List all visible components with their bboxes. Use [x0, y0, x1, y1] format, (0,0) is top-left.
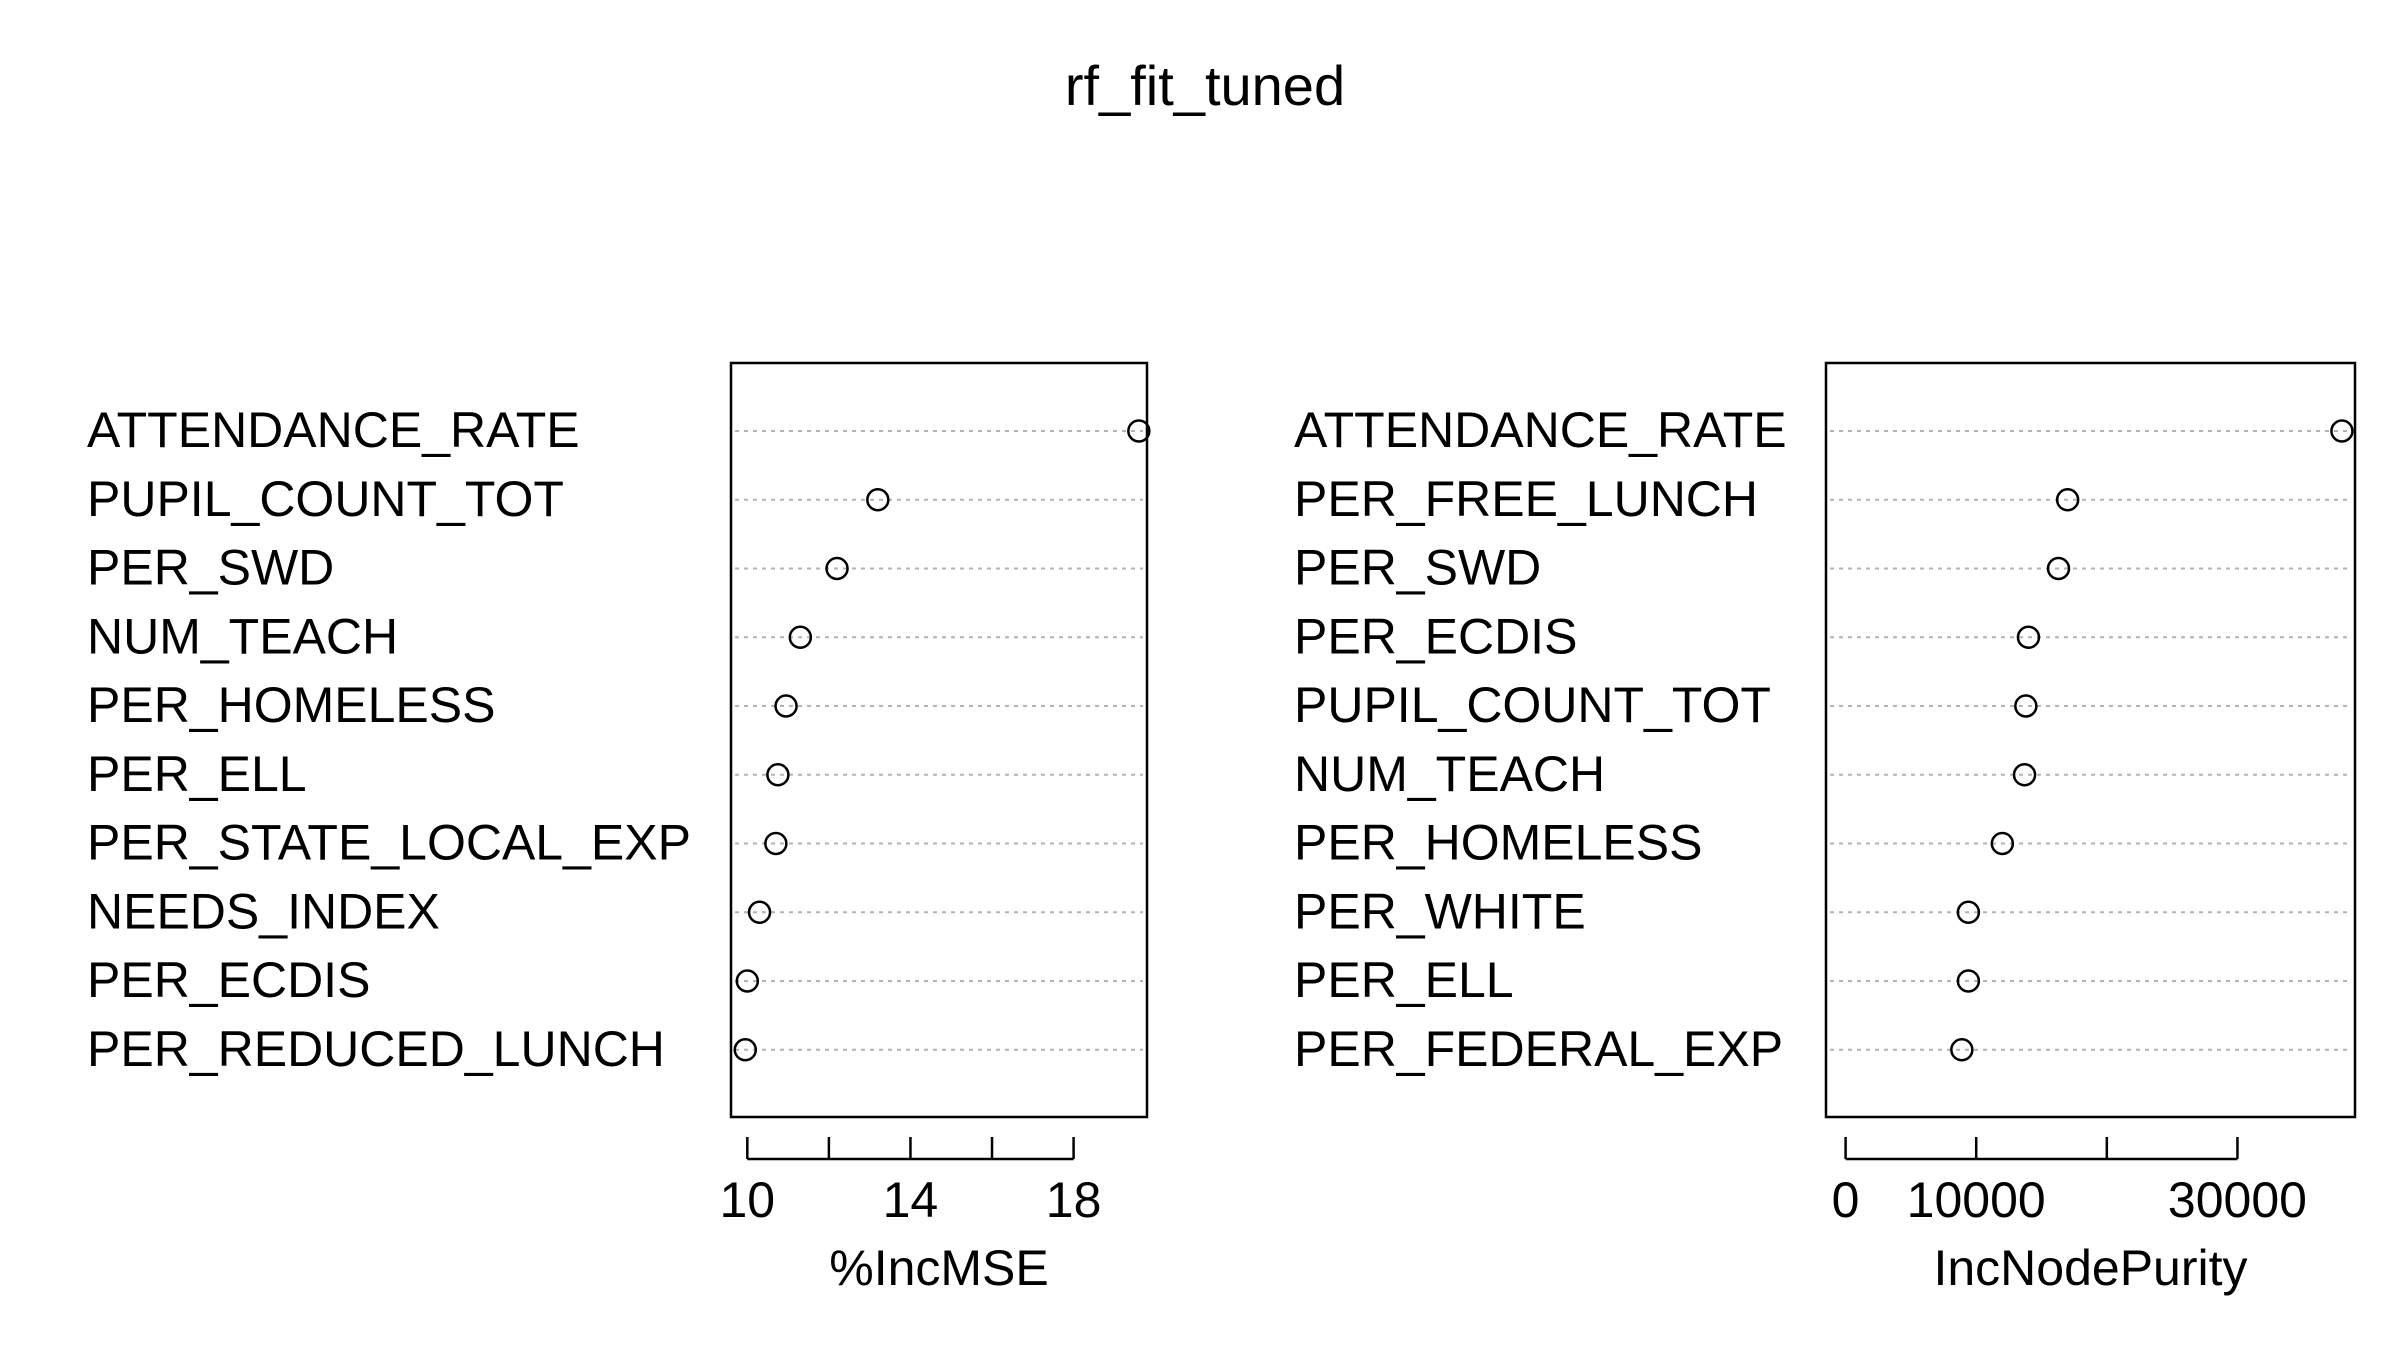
data-point: [1990, 831, 2015, 856]
category-label: PER_WHITE: [1294, 883, 1586, 939]
data-point: [1956, 969, 1981, 993]
data-point: [733, 1038, 758, 1062]
x-tick-label: 0: [1832, 1172, 1860, 1228]
category-label: NEEDS_INDEX: [87, 883, 440, 939]
data-point: [747, 900, 772, 924]
data-point: [2012, 763, 2037, 787]
plot-frame: [1824, 361, 2357, 1119]
category-label: PER_STATE_LOCAL_EXP: [87, 815, 691, 871]
category-label: PER_ECDIS: [87, 952, 370, 1008]
data-point: [2330, 419, 2354, 443]
category-label: PER_FREE_LUNCH: [1294, 471, 1758, 527]
data-point: [766, 763, 790, 787]
data-point: [774, 694, 798, 718]
category-label: PER_FEDERAL_EXP: [1294, 1021, 1783, 1077]
data-point: [2046, 556, 2071, 581]
data-point: [788, 625, 813, 649]
data-point: [1950, 1038, 1974, 1062]
x-tick-label: 10: [720, 1172, 776, 1228]
data-point: [2016, 625, 2041, 649]
category-label: PER_SWD: [1294, 540, 1541, 596]
data-point: [764, 831, 788, 856]
data-point: [866, 488, 890, 512]
category-label: PER_ECDIS: [1294, 608, 1577, 664]
category-label: PER_ELL: [1294, 952, 1514, 1008]
category-label: PUPIL_COUNT_TOT: [87, 471, 564, 527]
data-point: [825, 556, 849, 581]
data-point: [735, 969, 760, 993]
x-tick-label: 10000: [1907, 1172, 2046, 1228]
category-label: NUM_TEACH: [87, 608, 398, 664]
data-point: [2055, 488, 2080, 512]
plot-frame: [729, 361, 1149, 1119]
x-tick-label: 14: [883, 1172, 939, 1228]
category-label: PER_HOMELESS: [1294, 815, 1702, 871]
category-label: ATTENDANCE_RATE: [1294, 402, 1787, 458]
category-label: PER_SWD: [87, 540, 334, 596]
category-label: PER_REDUCED_LUNCH: [87, 1021, 665, 1077]
category-label: PER_HOMELESS: [87, 677, 495, 733]
data-point: [2014, 694, 2038, 718]
x-tick-label: 18: [1046, 1172, 1102, 1228]
x-axis-title: %IncMSE: [829, 1240, 1049, 1296]
category-label: ATTENDANCE_RATE: [87, 402, 580, 458]
data-point: [1127, 419, 1151, 443]
category-label: NUM_TEACH: [1294, 746, 1605, 802]
category-label: PUPIL_COUNT_TOT: [1294, 677, 1771, 733]
data-point: [1956, 900, 1981, 924]
category-label: PER_ELL: [87, 746, 307, 802]
x-axis-title: IncNodePurity: [1933, 1240, 2247, 1296]
x-tick-label: 30000: [2168, 1172, 2307, 1228]
chart-title: rf_fit_tuned: [1065, 54, 1345, 117]
